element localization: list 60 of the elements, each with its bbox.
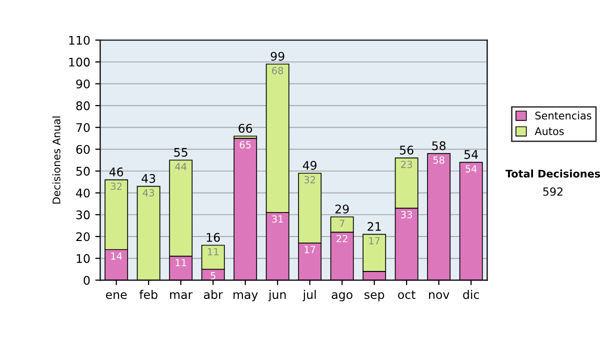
x-tick-label: ago	[332, 292, 352, 302]
legend-label: Autos	[534, 127, 564, 136]
y-tick-label: 60	[76, 144, 90, 154]
x-tick-label: may	[234, 292, 258, 302]
data-label: 33	[401, 210, 412, 218]
total-label: 99	[270, 52, 284, 61]
data-label: 23	[401, 160, 412, 168]
x-tick-label: mar	[170, 292, 193, 300]
data-label: 22	[336, 234, 348, 242]
total-label: 21	[368, 222, 381, 231]
data-label: 14	[111, 252, 122, 260]
y-axis-title: Decisiones Anual	[52, 116, 60, 204]
total-label: 46	[109, 167, 124, 176]
x-tick-label: nov	[429, 292, 450, 300]
data-label: 54	[466, 165, 477, 172]
total-label: 56	[400, 146, 414, 155]
data-label: 68	[272, 66, 284, 74]
data-label: 31	[272, 215, 283, 223]
total-label: 43	[142, 174, 156, 183]
y-tick-label: 50	[76, 166, 90, 176]
x-tick-label: ene	[106, 292, 127, 300]
text: 592	[543, 187, 562, 196]
data-label: 11	[176, 259, 186, 266]
y-tick-label: 0	[84, 276, 90, 285]
y-tick-label: 70	[76, 123, 90, 132]
x-tick-label: jun	[268, 290, 286, 302]
y-tick-label: 100	[69, 58, 90, 67]
data-label: 65	[240, 141, 251, 148]
y-tick-label: 20	[76, 232, 90, 242]
data-label: 58	[433, 156, 444, 164]
total-label: 29	[335, 204, 349, 214]
total-label: 49	[302, 160, 317, 170]
x-tick-label: sep	[364, 292, 384, 302]
data-label: 43	[142, 189, 154, 196]
total-label: 55	[174, 148, 188, 157]
total-label: 66	[238, 124, 252, 133]
y-tick-label: 90	[76, 79, 90, 88]
x-tick-label: jul	[302, 290, 316, 302]
total-label: 58	[432, 141, 446, 150]
y-tick-label: 40	[76, 188, 90, 198]
y-tick-label: 30	[76, 210, 90, 220]
total-label: 16	[206, 232, 220, 242]
y-tick-label: 10	[76, 254, 90, 263]
data-label: 7	[340, 220, 344, 227]
data-label: 17	[369, 237, 380, 244]
x-tick-label: oct	[398, 290, 416, 300]
data-label: 44	[175, 163, 186, 170]
total-label: 54	[464, 150, 478, 159]
y-tick-label: 80	[76, 101, 90, 110]
data-label: 5	[210, 272, 216, 280]
x-tick-label: abr	[204, 290, 223, 300]
data-label: 32	[304, 176, 316, 184]
text: Total Decisiones	[505, 170, 600, 178]
data-label: 11	[208, 248, 218, 256]
x-tick-label: dic	[463, 290, 479, 300]
y-tick-label: 110	[69, 36, 90, 45]
x-tick-label: feb	[139, 290, 158, 300]
data-label: 32	[110, 182, 122, 190]
data-label: 17	[304, 246, 316, 254]
legend-label: Sentencias	[535, 111, 592, 120]
